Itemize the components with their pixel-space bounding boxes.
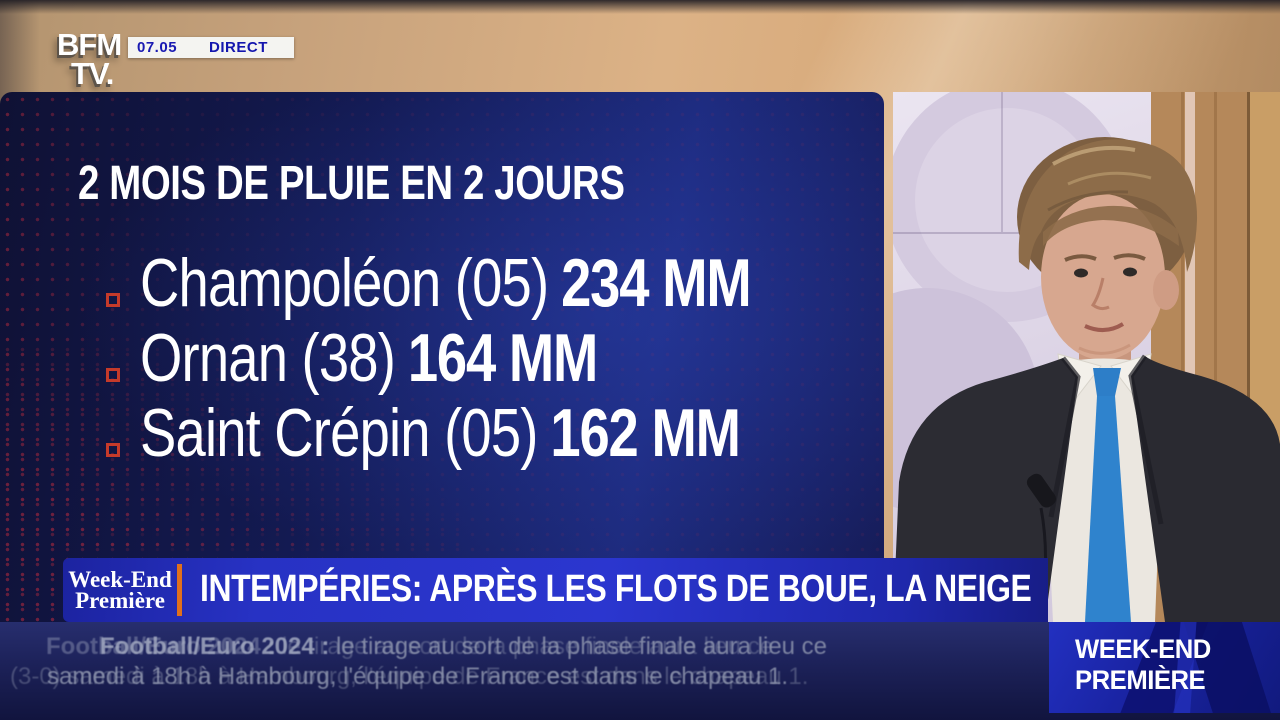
dot-pattern [0,92,884,622]
ticker-ghost-line1: Football/Euro 2024 : le tirage au sort d… [46,633,774,660]
bullet-square-icon [106,443,120,457]
location-label: Champoléon (05) [140,245,549,321]
headline-text: INTEMPÉRIES: APRÈS LES FLOTS DE BOUE, LA… [200,568,1032,610]
clock-time: 07.05 [137,39,178,56]
guest-speaker [893,137,1280,622]
headline-banner: Week-End Première INTEMPÉRIES: APRÈS LES… [63,558,1048,622]
channel-logo-line1: BFM [57,27,122,62]
program-badge: Week-End Première [63,558,177,622]
infographic-panel: 2 MOIS DE PLUIE EN 2 JOURS Champoléon (0… [0,92,884,622]
frame-top-shadow [0,0,1280,14]
studio-video-inset [893,92,1280,622]
time-live-box: 07.05 DIRECT [128,37,294,58]
rain-value: 162 MM [550,395,741,471]
wall-panel-seam [1001,92,1003,232]
program-name-line1: WEEK-END [1075,634,1211,664]
orange-separator-bar [177,564,182,616]
program-name: WEEK-END PREMIÈRE [1075,634,1211,696]
rain-value: 164 MM [407,320,599,396]
location-label: Saint Crépin (05) [140,395,538,471]
panel-glow [0,92,884,622]
bullet-square-icon [106,293,120,307]
live-badge: DIRECT [209,39,268,56]
program-name-line2: PREMIÈRE [1075,665,1206,695]
ticker-line2: samedi à 18h à Hambourg, l'équipe de Fra… [47,663,789,690]
lavalier-mic-icon [1026,473,1056,508]
rain-measurement-item: Champoléon (05) 234 MM [140,245,752,321]
rain-measurement-item: Saint Crépin (05) 162 MM [140,395,741,471]
channel-logo: BFM TV. [57,27,122,91]
dot-pattern-left [0,92,160,622]
program-badge-line1: Week-End [68,567,172,592]
location-label: Ornan (38) [140,320,396,396]
rain-measurement-item: Ornan (38) 164 MM [140,320,599,396]
ticker-line1: Football/Euro 2024 : le tirage au sort d… [100,633,828,660]
program-logo-box: WEEK-END PREMIÈRE [1049,622,1280,713]
rain-value: 234 MM [561,245,752,321]
ticker-ghost-layer: Football/Euro 2024 : le tirage au sort d… [0,622,1280,720]
ticker-main-layer: Football/Euro 2024 : le tirage au sort d… [0,622,1280,720]
bullet-square-icon [106,368,120,382]
channel-logo-line2: TV. [71,56,114,91]
ticker-ghost-line2: (3-0) samedi à 18h à Hambourg, l'équipe … [10,663,809,690]
infographic-title: 2 MOIS DE PLUIE EN 2 JOURS [78,157,625,210]
program-badge-line2: Première [75,588,165,613]
